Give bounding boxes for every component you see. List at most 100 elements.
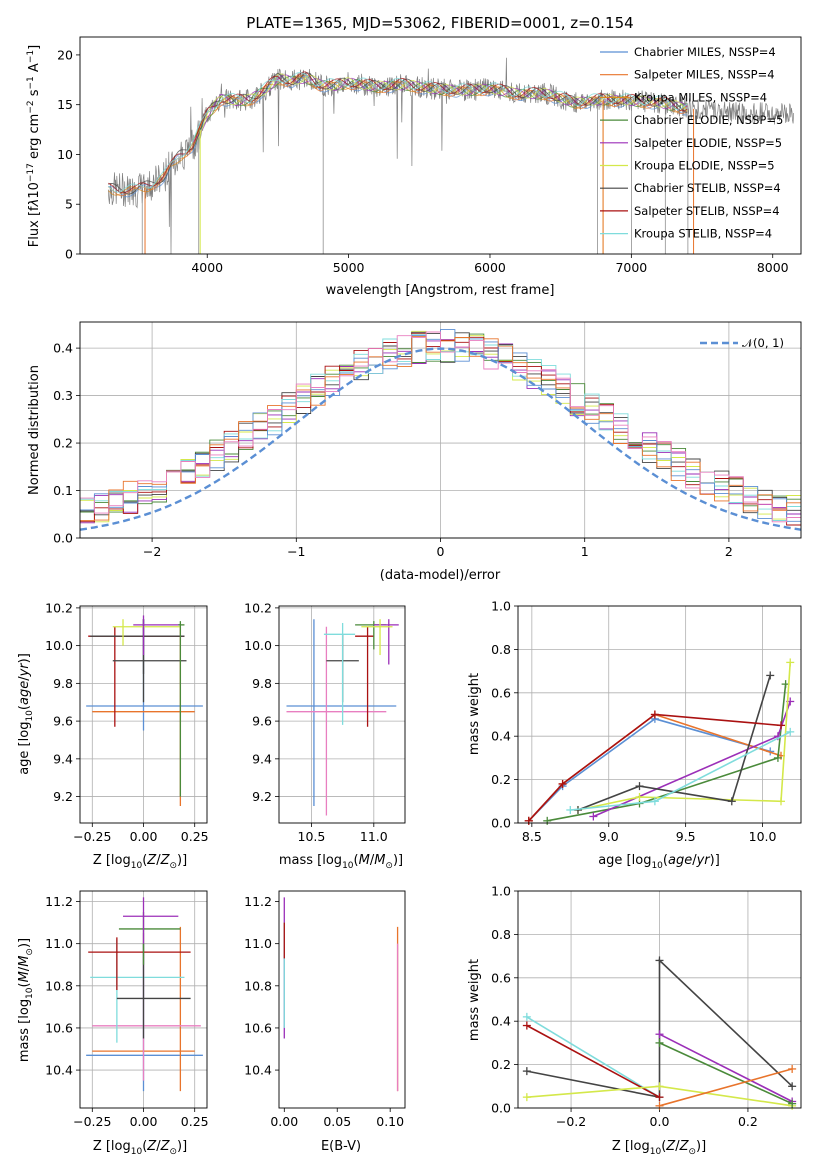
axis-label-x-z-mass: Z [log10(Z/Z⊙)] (93, 1139, 187, 1157)
x-tick-label: −0.2 (556, 1114, 586, 1129)
x-tick-label: 8000 (757, 260, 789, 275)
y-tick-label: 0.6 (491, 970, 511, 985)
y-tick-label: 0.0 (491, 816, 511, 831)
x-tick-label: 0.05 (323, 1114, 351, 1129)
y-tick-label: 0.2 (53, 436, 73, 451)
model-spectrum (108, 71, 688, 194)
y-tick-label: 0.4 (53, 341, 73, 356)
series-line (526, 958, 793, 1099)
axis-label-x-mass-age: mass [log10(M/M⊙)] (279, 853, 403, 871)
axis-label-y-spectrum: Flux [fλ10−17 erg cm−2 s−1 A−1] (26, 45, 42, 247)
y-tick-label: 0.8 (491, 642, 511, 657)
y-tick-label: 9.6 (252, 714, 272, 729)
axes-frame (79, 321, 802, 539)
axis-label-x-z-age: Z [log10(Z/Z⊙)] (93, 853, 187, 871)
axes-frame (278, 890, 406, 1109)
y-tick-label: 10.4 (244, 1063, 272, 1078)
axis-label-x-spectrum: wavelength [Angstrom, rest frame] (326, 283, 555, 298)
axes-frame (79, 890, 208, 1109)
series-line (659, 1033, 793, 1103)
axes-frame (79, 605, 208, 824)
series-line (547, 684, 787, 822)
x-tick-label: 0.00 (130, 1114, 158, 1129)
y-tick-label: 11.2 (244, 894, 272, 909)
y-tick-label: 9.4 (53, 751, 73, 766)
series-line (526, 1024, 660, 1098)
x-tick-label: 1 (581, 544, 589, 559)
histogram-step (80, 331, 801, 523)
x-tick-label: 0.10 (376, 1114, 404, 1129)
legend-label: Chabrier ELODIE, NSSP=5 (634, 113, 783, 127)
y-tick-label: 0.0 (491, 1101, 511, 1116)
axes-frame (278, 605, 406, 824)
x-tick-label: 5000 (333, 260, 365, 275)
x-tick-label: 11.0 (360, 829, 388, 844)
series-line (577, 662, 791, 811)
chart-title: PLATE=1365, MJD=53062, FIBERID=0001, z=0… (246, 14, 633, 32)
y-tick-label: 9.8 (252, 676, 272, 691)
x-tick-label: 6000 (474, 260, 506, 275)
y-tick-label: 0.2 (491, 772, 511, 787)
x-tick-label: 4000 (191, 260, 223, 275)
y-tick-label: 9.2 (252, 789, 272, 804)
y-tick-label: 0.2 (491, 1057, 511, 1072)
y-tick-label: 10.8 (45, 978, 73, 993)
x-tick-label: 9.0 (599, 829, 619, 844)
x-tick-label: 10.0 (749, 829, 777, 844)
x-tick-label: 9.5 (676, 829, 696, 844)
model-spectrum (192, 75, 688, 141)
y-tick-label: 10.2 (45, 600, 73, 615)
y-tick-label: 1.0 (491, 599, 511, 614)
x-tick-label: 10.5 (298, 829, 326, 844)
legend-label: 𝒩(0, 1) (742, 336, 784, 350)
x-tick-label: 0 (437, 544, 445, 559)
y-tick-label: 10.6 (45, 1020, 73, 1035)
legend-label: Chabrier MILES, NSSP=4 (634, 45, 776, 59)
legend-label: Salpeter STELIB, NSSP=4 (634, 204, 780, 218)
x-tick-label: 0.00 (130, 829, 158, 844)
axis-label-y-age: age [log10(age/yr)] (17, 653, 35, 775)
x-tick-label: 0.2 (738, 1114, 758, 1129)
y-tick-label: 10.0 (244, 638, 272, 653)
y-tick-label: 9.6 (53, 714, 73, 729)
legend-label: Chabrier STELIB, NSSP=4 (634, 181, 781, 195)
series-line (659, 1042, 793, 1105)
axis-label-y-weight-top: mass weight (467, 673, 482, 755)
axis-label-y-residuals: Normed distribution (27, 365, 42, 495)
normal-curve (79, 347, 802, 531)
x-tick-label: −2 (143, 544, 161, 559)
y-tick-label: 10 (57, 147, 73, 162)
legend-label: Kroupa MILES, NSSP=4 (634, 90, 767, 104)
x-tick-label: 0.00 (270, 1114, 298, 1129)
model-spectrum (107, 71, 688, 193)
y-tick-label: 0.4 (491, 729, 511, 744)
y-tick-label: 0.6 (491, 685, 511, 700)
axes-frame (517, 890, 802, 1109)
axis-label-y-weight-bottom: mass weight (467, 959, 482, 1041)
x-tick-label: −1 (287, 544, 305, 559)
y-tick-label: 9.4 (252, 751, 272, 766)
y-tick-label: 11.0 (45, 936, 73, 951)
series-line (528, 713, 782, 822)
axes-frame (517, 605, 802, 824)
y-tick-label: 5 (65, 197, 73, 212)
legend-label: Salpeter MILES, NSSP=4 (634, 68, 775, 82)
y-tick-label: 0 (65, 247, 73, 262)
y-tick-label: 10.4 (45, 1063, 73, 1078)
legend-label: Kroupa ELODIE, NSSP=5 (634, 159, 775, 173)
y-tick-label: 0.8 (491, 927, 511, 942)
axis-label-y-mass: mass [log10(M/M⊙)] (17, 938, 35, 1062)
y-tick-label: 11.0 (244, 936, 272, 951)
legend-label: Salpeter ELODIE, NSSP=5 (634, 136, 782, 150)
x-tick-label: 0.25 (181, 1114, 209, 1129)
x-tick-label: −0.25 (73, 829, 111, 844)
y-tick-label: 0.1 (53, 483, 73, 498)
y-tick-label: 20 (57, 47, 73, 62)
x-tick-label: 2 (725, 544, 733, 559)
y-tick-label: 15 (57, 97, 73, 112)
series-line (528, 717, 771, 822)
series-line (577, 675, 771, 811)
legend-label: Kroupa STELIB, NSSP=4 (634, 227, 772, 241)
y-tick-label: 10.0 (45, 638, 73, 653)
